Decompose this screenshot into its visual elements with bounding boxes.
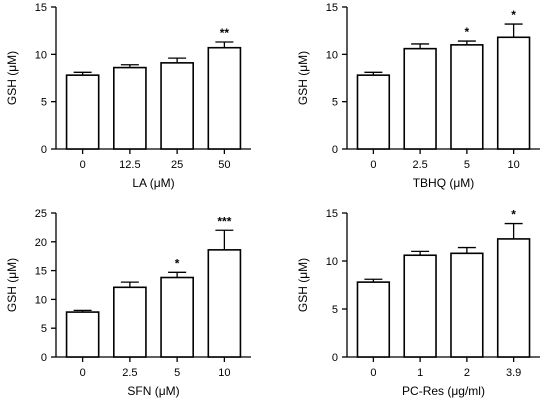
significance-marker: *** [217, 214, 231, 228]
x-tick-label: 10 [218, 367, 230, 379]
chart-panel-1: 0 5 10 15 GSH (μM) 0 12.5 25 ** 50 LA (μM) [5, 2, 251, 190]
bar [113, 66, 147, 150]
y-tick-label: 0 [332, 144, 338, 156]
chart-panel-4: 0 5 10 15 GSH (μM) 0 1 2 * 3.9 PC-Res (μg/ml) [296, 208, 540, 398]
x-tick-label: 10 [508, 159, 520, 171]
y-tick-label: 0 [332, 352, 338, 364]
y-axis-label: GSH (μM) [5, 258, 19, 312]
y-tick-label: 15 [35, 266, 47, 278]
bar [207, 46, 242, 150]
x-tick-label: 25 [171, 159, 183, 171]
significance-marker: * [511, 8, 516, 22]
bar [496, 238, 531, 358]
bar [496, 36, 531, 150]
y-axis-label: GSH (μM) [296, 51, 310, 105]
significance-marker: * [175, 256, 180, 270]
significance-marker: * [465, 25, 470, 39]
x-tick-label: 2 [464, 367, 470, 379]
bar [160, 276, 194, 358]
chart-panel-3: 0 5 10 15 20 25 GSH (μM) 0 2.5 * 5 *** 10 SFN (μM) [5, 208, 251, 398]
y-tick-label: 20 [35, 237, 47, 249]
y-tick-label: 5 [332, 97, 338, 109]
bar [403, 47, 437, 150]
x-tick-label: 2.5 [412, 159, 427, 171]
bar [403, 254, 437, 358]
bar [65, 311, 100, 358]
bar [356, 281, 391, 358]
significance-marker: ** [220, 26, 230, 40]
x-tick-label: 12.5 [119, 159, 140, 171]
y-tick-label: 10 [35, 294, 47, 306]
bar [356, 74, 391, 150]
y-tick-label: 10 [326, 49, 338, 61]
y-axis-label: GSH (μM) [5, 51, 19, 105]
x-tick-label: 5 [464, 159, 470, 171]
x-axis-label: SFN (μM) [127, 384, 179, 398]
x-tick-label: 2.5 [122, 367, 137, 379]
x-tick-label: 0 [80, 367, 86, 379]
y-tick-label: 5 [332, 304, 338, 316]
x-tick-label: 1 [417, 367, 423, 379]
y-axis-label: GSH (μM) [296, 258, 310, 312]
y-tick-label: 15 [35, 2, 47, 14]
significance-marker: * [511, 208, 516, 222]
bar [207, 249, 242, 358]
y-tick-label: 15 [326, 2, 338, 14]
y-tick-label: 15 [326, 208, 338, 220]
bar [450, 44, 484, 150]
x-axis-label: LA (μM) [132, 176, 174, 190]
x-tick-label: 0 [370, 367, 376, 379]
y-tick-label: 0 [41, 352, 47, 364]
y-tick-label: 10 [35, 49, 47, 61]
bar [450, 252, 484, 358]
x-tick-label: 5 [174, 367, 180, 379]
y-tick-label: 10 [326, 256, 338, 268]
bar [113, 286, 147, 358]
y-tick-label: 5 [41, 323, 47, 335]
y-tick-label: 0 [41, 144, 47, 156]
bar [65, 74, 100, 150]
x-tick-label: 3.9 [506, 367, 521, 379]
x-tick-label: 50 [218, 159, 230, 171]
y-tick-label: 25 [35, 208, 47, 220]
x-axis-label: PC-Res (μg/ml) [402, 384, 485, 398]
y-tick-label: 5 [41, 97, 47, 109]
x-tick-label: 0 [80, 159, 86, 171]
chart-panel-2: 0 5 10 15 GSH (μM) 0 2.5 * 5 * 10 TBHQ (μM) [296, 2, 540, 190]
x-axis-label: TBHQ (μM) [413, 176, 475, 190]
bar [160, 62, 194, 150]
x-tick-label: 0 [370, 159, 376, 171]
